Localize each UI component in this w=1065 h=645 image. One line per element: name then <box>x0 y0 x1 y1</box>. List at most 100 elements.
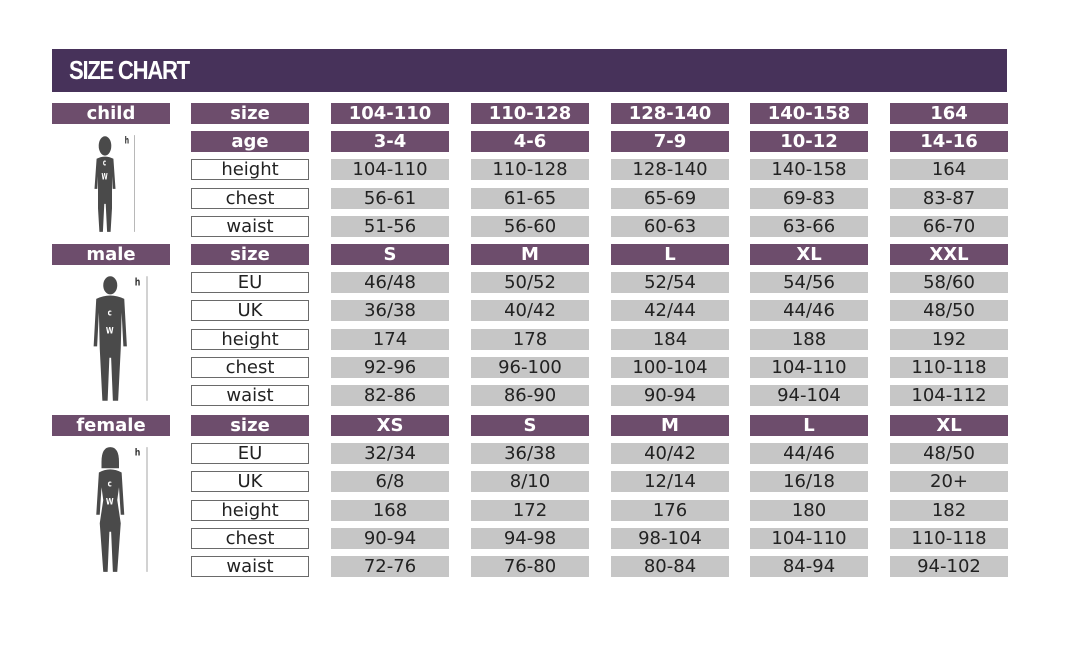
row-label: chest <box>191 357 309 378</box>
table-cell: 20+ <box>890 471 1008 492</box>
table-cell: 48/50 <box>890 300 1008 321</box>
table-cell: 128-140 <box>611 159 729 180</box>
column-header: 7-9 <box>611 131 729 152</box>
row-label: UK <box>191 471 309 492</box>
table-cell: 192 <box>890 329 1008 350</box>
chest-mark: c <box>108 306 112 317</box>
column-header: XXL <box>890 244 1008 265</box>
table-cell: 58/60 <box>890 272 1008 293</box>
column-header: 4-6 <box>471 131 589 152</box>
chest-mark: c <box>108 479 113 489</box>
table-cell: 60-63 <box>611 216 729 237</box>
row-label: height <box>191 500 309 521</box>
table-cell: 178 <box>471 329 589 350</box>
column-header: L <box>611 244 729 265</box>
table-cell: 92-96 <box>331 357 449 378</box>
waist-mark: W <box>106 324 114 335</box>
page-title: SIZE CHART <box>69 55 190 85</box>
table-cell: 110-118 <box>890 528 1008 549</box>
column-header: 164 <box>890 103 1008 124</box>
table-cell: 96-100 <box>471 357 589 378</box>
table-cell: 86-90 <box>471 385 589 406</box>
table-cell: 94-102 <box>890 556 1008 577</box>
table-cell: 83-87 <box>890 188 1008 209</box>
table-cell: 40/42 <box>611 443 729 464</box>
waist-mark: W <box>106 497 114 507</box>
table-cell: 172 <box>471 500 589 521</box>
row-label: waist <box>191 385 309 406</box>
table-cell: 6/8 <box>331 471 449 492</box>
column-header: XL <box>890 415 1008 436</box>
row-label: EU <box>191 443 309 464</box>
table-cell: 72-76 <box>331 556 449 577</box>
height-mark: h <box>135 277 141 288</box>
row-label: height <box>191 329 309 350</box>
column-header: S <box>471 415 589 436</box>
table-cell: 104-110 <box>750 528 868 549</box>
table-cell: 36/38 <box>471 443 589 464</box>
height-mark: h <box>125 134 130 146</box>
table-cell: 82-86 <box>331 385 449 406</box>
row-label: waist <box>191 216 309 237</box>
table-cell: 184 <box>611 329 729 350</box>
table-cell: 110-118 <box>890 357 1008 378</box>
height-mark: h <box>135 448 141 459</box>
table-cell: 98-104 <box>611 528 729 549</box>
table-cell: 16/18 <box>750 471 868 492</box>
table-cell: 110-128 <box>471 159 589 180</box>
row-label: UK <box>191 300 309 321</box>
table-cell: 188 <box>750 329 868 350</box>
title-bar: SIZE CHART <box>52 49 1007 92</box>
table-cell: 176 <box>611 500 729 521</box>
column-header: 14-16 <box>890 131 1008 152</box>
column-header: 128-140 <box>611 103 729 124</box>
table-cell: 94-98 <box>471 528 589 549</box>
table-cell: 140-158 <box>750 159 868 180</box>
table-cell: 52/54 <box>611 272 729 293</box>
table-cell: 100-104 <box>611 357 729 378</box>
row-label: size <box>191 103 309 124</box>
table-cell: 40/42 <box>471 300 589 321</box>
table-cell: 76-80 <box>471 556 589 577</box>
column-header: S <box>331 244 449 265</box>
row-label: size <box>191 415 309 436</box>
table-cell: 44/46 <box>750 443 868 464</box>
row-label: age <box>191 131 309 152</box>
table-cell: 51-56 <box>331 216 449 237</box>
column-header: M <box>471 244 589 265</box>
section-label-child: child <box>52 103 170 124</box>
column-header: XS <box>331 415 449 436</box>
table-cell: 182 <box>890 500 1008 521</box>
column-header: M <box>611 415 729 436</box>
table-cell: 94-104 <box>750 385 868 406</box>
table-cell: 8/10 <box>471 471 589 492</box>
table-cell: 63-66 <box>750 216 868 237</box>
column-header: XL <box>750 244 868 265</box>
table-cell: 42/44 <box>611 300 729 321</box>
row-label: chest <box>191 188 309 209</box>
table-cell: 12/14 <box>611 471 729 492</box>
table-cell: 104-110 <box>331 159 449 180</box>
column-header: 140-158 <box>750 103 868 124</box>
table-cell: 174 <box>331 329 449 350</box>
column-header: L <box>750 415 868 436</box>
table-cell: 32/34 <box>331 443 449 464</box>
table-cell: 36/38 <box>331 300 449 321</box>
column-header: 110-128 <box>471 103 589 124</box>
table-cell: 90-94 <box>331 528 449 549</box>
waist-mark: W <box>102 171 108 182</box>
table-cell: 54/56 <box>750 272 868 293</box>
table-cell: 44/46 <box>750 300 868 321</box>
table-cell: 65-69 <box>611 188 729 209</box>
table-cell: 69-83 <box>750 188 868 209</box>
table-cell: 56-60 <box>471 216 589 237</box>
table-cell: 56-61 <box>331 188 449 209</box>
table-cell: 168 <box>331 500 449 521</box>
table-cell: 46/48 <box>331 272 449 293</box>
table-cell: 104-110 <box>750 357 868 378</box>
table-cell: 104-112 <box>890 385 1008 406</box>
table-cell: 84-94 <box>750 556 868 577</box>
table-cell: 180 <box>750 500 868 521</box>
